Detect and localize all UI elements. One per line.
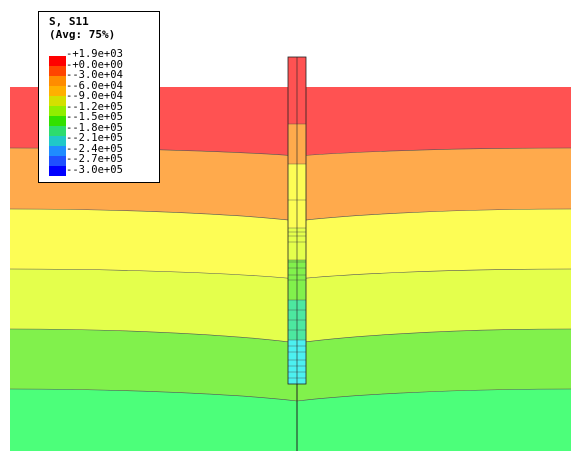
legend-label: +1.9e+03 bbox=[66, 49, 123, 60]
legend-label: -2.4e+05 bbox=[66, 143, 123, 155]
legend-label: -1.8e+05 bbox=[66, 122, 123, 134]
legend-swatch bbox=[49, 136, 66, 146]
legend-label: -9.0e+04 bbox=[66, 91, 123, 102]
legend-swatch bbox=[49, 146, 66, 156]
legend-label: -1.2e+05 bbox=[66, 101, 123, 113]
layer-boundary bbox=[9, 208, 571, 222]
legend-swatch bbox=[49, 116, 66, 126]
legend-title: S, S11 bbox=[49, 15, 89, 28]
legend-label: +0.0e+00 bbox=[66, 59, 123, 71]
legend-swatch bbox=[49, 66, 66, 76]
contour-legend: S, S11 (Avg: 75%) +1.9e+03+0.0e+00-3.0e+… bbox=[38, 11, 160, 183]
legend-swatch bbox=[49, 86, 66, 96]
legend-labels: +1.9e+03+0.0e+00-3.0e+04-6.0e+04-9.0e+04… bbox=[66, 49, 123, 175]
legend-label: -3.0e+05 bbox=[66, 164, 123, 176]
layer-boundary bbox=[9, 388, 571, 402]
legend-swatch bbox=[49, 76, 66, 86]
soil-layer bbox=[10, 389, 571, 451]
legend-label: -2.1e+05 bbox=[66, 133, 123, 144]
legend-swatch bbox=[49, 156, 66, 166]
legend-swatch bbox=[49, 166, 66, 176]
legend-subtitle: (Avg: 75%) bbox=[49, 28, 116, 41]
legend-swatch bbox=[49, 106, 66, 116]
legend-swatch bbox=[49, 126, 66, 136]
legend-label: -3.0e+04 bbox=[66, 70, 123, 81]
legend-swatch bbox=[49, 56, 66, 66]
legend-label: -1.5e+05 bbox=[66, 112, 123, 123]
legend-label: -2.7e+05 bbox=[66, 154, 123, 165]
layer-boundary bbox=[9, 328, 571, 344]
legend-color-bar bbox=[49, 56, 66, 176]
layer-boundary bbox=[9, 268, 571, 280]
legend-label: -6.0e+04 bbox=[66, 80, 123, 92]
legend-swatch bbox=[49, 96, 66, 106]
